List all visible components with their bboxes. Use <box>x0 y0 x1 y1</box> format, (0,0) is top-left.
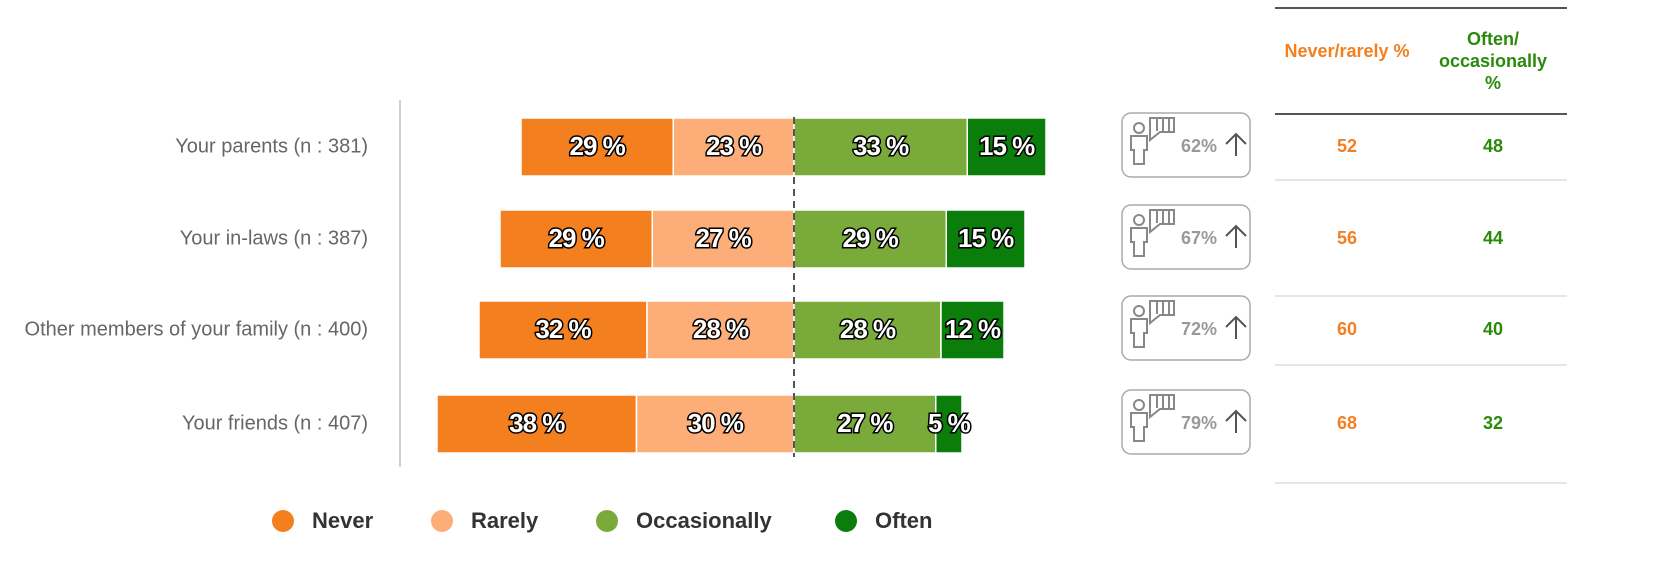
category-label: Your friends (n : 407) <box>182 412 368 434</box>
icon <box>1133 399 1145 411</box>
value-label: 15 % <box>958 223 1014 253</box>
legend-marker <box>431 510 453 532</box>
value-label: 30 % <box>688 408 744 438</box>
value-label: 27 % <box>837 408 893 438</box>
icon <box>1149 209 1175 235</box>
badge-label: 79% <box>1181 413 1217 433</box>
table-cell: 60 <box>1336 319 1358 339</box>
bar-segment <box>651 209 795 269</box>
table-cell: 52 <box>1336 136 1358 156</box>
value-label: 29 % <box>548 223 604 253</box>
icon <box>1149 117 1175 143</box>
badge-label: 67% <box>1181 228 1217 248</box>
value-label: 32 % <box>535 314 591 344</box>
icon <box>1130 318 1148 348</box>
value-label: 23 % <box>706 131 762 161</box>
value-label: 5 % <box>928 408 971 438</box>
icon <box>1149 300 1175 326</box>
legend-label: Often <box>875 508 932 533</box>
bar-segment <box>635 394 795 454</box>
value-label: 33 % <box>853 131 909 161</box>
badge <box>1121 295 1251 361</box>
table-header: Never/rarely % <box>1284 41 1410 61</box>
bar-segment <box>945 209 1026 269</box>
bar-segment <box>935 394 963 454</box>
bar-segment <box>940 300 1005 360</box>
value-label: 28 % <box>840 314 896 344</box>
value-label: 15 % <box>979 131 1035 161</box>
legend-label: Rarely <box>471 508 539 533</box>
arrow <box>1225 315 1247 339</box>
table-cell: 56 <box>1336 228 1358 248</box>
table-header: Often/ occasionally % <box>1438 29 1548 93</box>
bar-segment <box>646 300 795 360</box>
legend-marker <box>272 510 294 532</box>
icon <box>1130 412 1148 442</box>
bar-segment <box>672 117 795 177</box>
bar-segment <box>499 209 653 269</box>
badge <box>1121 389 1251 455</box>
table-cell: 40 <box>1482 319 1504 339</box>
bar-segment <box>478 300 648 360</box>
legend-label: Never <box>312 508 374 533</box>
category-label: Your in-laws (n : 387) <box>180 227 368 249</box>
value-label: 29 % <box>569 131 625 161</box>
arrow <box>1225 132 1247 156</box>
value-label: 29 % <box>842 223 898 253</box>
icon <box>1133 214 1145 226</box>
icon <box>1130 227 1148 257</box>
icon <box>1130 135 1148 165</box>
table-cell: 48 <box>1482 136 1504 156</box>
bar-segment <box>793 117 968 177</box>
legend-marker <box>835 510 857 532</box>
table-cell: 32 <box>1482 413 1504 433</box>
icon <box>1149 394 1175 420</box>
badge-label: 72% <box>1181 319 1217 339</box>
table-cell: 44 <box>1482 228 1504 248</box>
arrow <box>1225 224 1247 248</box>
legend-marker <box>596 510 618 532</box>
icon <box>1133 305 1145 317</box>
table-cell: 68 <box>1336 413 1358 433</box>
badge <box>1121 112 1251 178</box>
bar-segment <box>520 117 674 177</box>
icon <box>1133 122 1145 134</box>
value-label: 28 % <box>693 314 749 344</box>
badge <box>1121 204 1251 270</box>
bar-segment <box>966 117 1047 177</box>
bar-segment <box>436 394 638 454</box>
arrow <box>1225 409 1247 433</box>
category-label: Other members of your family (n : 400) <box>25 318 368 340</box>
bar-segment <box>793 394 937 454</box>
value-label: 27 % <box>695 223 751 253</box>
badge-label: 62% <box>1181 136 1217 156</box>
category-label: Your parents (n : 381) <box>175 135 368 157</box>
bar-segment <box>793 300 942 360</box>
value-label: 12 % <box>945 314 1001 344</box>
legend-label: Occasionally <box>636 508 773 533</box>
value-label: 38 % <box>509 408 565 438</box>
